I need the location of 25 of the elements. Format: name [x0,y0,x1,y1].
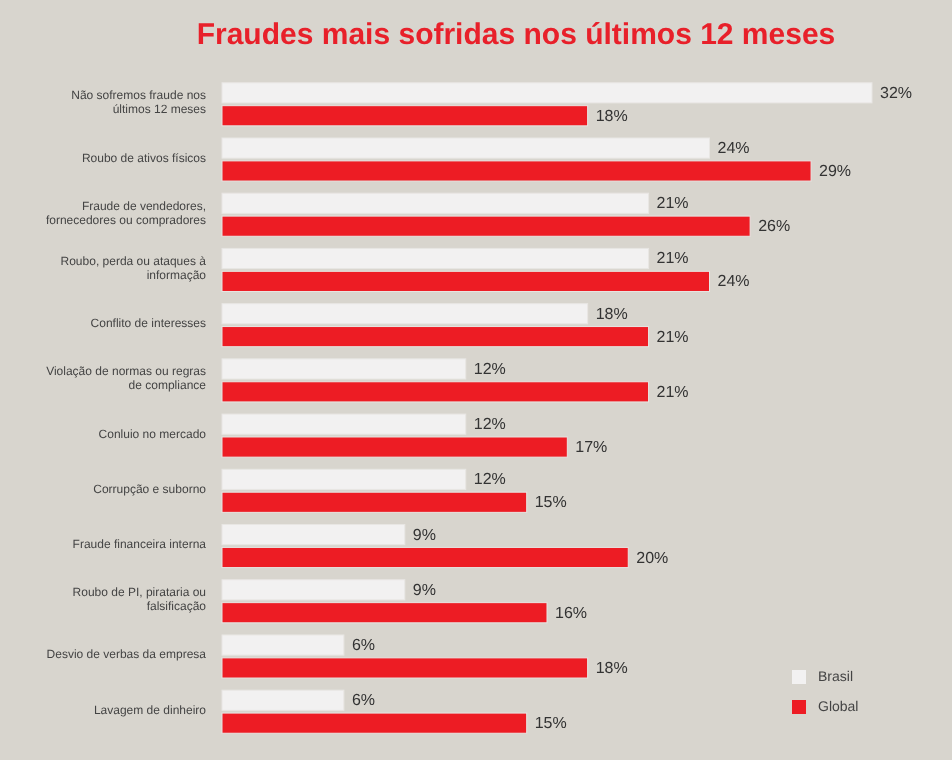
data-label: 12% [473,415,506,434]
data-label: 29% [819,161,852,180]
data-label: 20% [636,548,669,567]
data-label: 26% [758,217,791,236]
data-label: 21% [656,249,689,268]
data-label: 21% [656,194,689,213]
data-label: 17% [575,438,608,457]
data-label: 18% [595,658,628,677]
data-label: 6% [351,691,375,710]
data-label: 9% [412,525,436,544]
data-label: 24% [717,139,750,158]
data-label: 32% [880,83,913,102]
data-label: 12% [473,470,506,489]
data-label: 16% [555,603,588,622]
data-label: 6% [351,636,375,655]
data-label: 15% [534,714,567,733]
data-label: 12% [473,359,506,378]
chart-title: Fraudes mais sofridas nos últimos 12 meses [196,18,836,52]
data-label: 18% [595,304,628,323]
data-label: 18% [595,106,628,125]
data-label: 9% [412,580,436,599]
data-label: 24% [717,272,750,291]
data-label: 21% [656,327,689,346]
data-label: 15% [534,493,567,512]
data-label: 21% [656,382,689,401]
